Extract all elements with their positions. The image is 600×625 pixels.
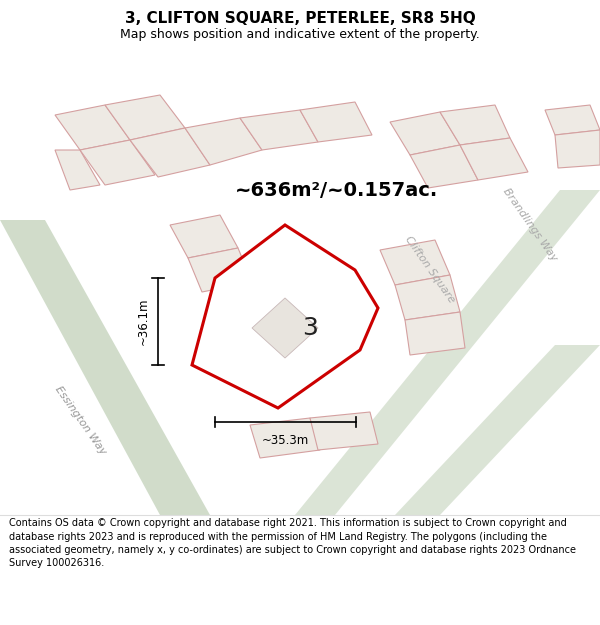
Polygon shape	[395, 275, 460, 320]
Polygon shape	[185, 118, 262, 165]
Text: 3, CLIFTON SQUARE, PETERLEE, SR8 5HQ: 3, CLIFTON SQUARE, PETERLEE, SR8 5HQ	[125, 11, 475, 26]
Text: Brandlings Way: Brandlings Way	[501, 187, 559, 263]
Polygon shape	[380, 240, 450, 285]
Polygon shape	[460, 138, 528, 180]
Polygon shape	[440, 105, 510, 145]
Polygon shape	[170, 215, 238, 258]
Polygon shape	[310, 412, 378, 450]
Polygon shape	[0, 220, 210, 515]
Polygon shape	[130, 128, 210, 177]
Polygon shape	[105, 95, 185, 140]
Polygon shape	[240, 110, 318, 150]
Text: ~35.3m: ~35.3m	[262, 434, 309, 447]
Polygon shape	[300, 102, 372, 142]
Polygon shape	[250, 418, 320, 458]
Polygon shape	[192, 225, 378, 408]
Polygon shape	[395, 345, 600, 515]
Text: Map shows position and indicative extent of the property.: Map shows position and indicative extent…	[120, 28, 480, 41]
Polygon shape	[410, 145, 478, 188]
Text: ~36.1m: ~36.1m	[137, 298, 150, 345]
Polygon shape	[555, 130, 600, 168]
Polygon shape	[295, 190, 600, 515]
Polygon shape	[545, 105, 600, 135]
Text: 3: 3	[302, 316, 318, 340]
Text: Contains OS data © Crown copyright and database right 2021. This information is : Contains OS data © Crown copyright and d…	[9, 518, 576, 568]
Polygon shape	[80, 140, 155, 185]
Text: Clifton Square: Clifton Square	[403, 235, 457, 305]
Polygon shape	[55, 105, 130, 150]
Polygon shape	[252, 298, 318, 358]
Polygon shape	[188, 248, 252, 292]
Text: ~636m²/~0.157ac.: ~636m²/~0.157ac.	[235, 181, 438, 199]
Polygon shape	[55, 150, 100, 190]
Text: Essington Way: Essington Way	[53, 384, 107, 456]
Polygon shape	[405, 312, 465, 355]
Polygon shape	[390, 112, 460, 155]
